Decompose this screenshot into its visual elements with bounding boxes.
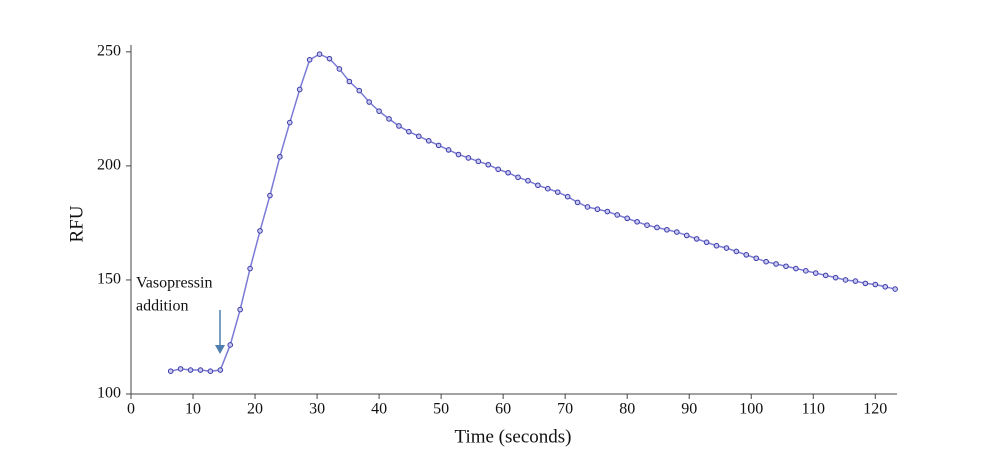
annotation: addition — [136, 298, 188, 315]
data-point — [664, 226, 670, 233]
x-tick-label: 10 — [185, 401, 201, 418]
data-point — [862, 280, 869, 287]
data-point — [217, 367, 224, 373]
data-point — [832, 274, 839, 281]
data-point — [535, 182, 541, 189]
data-point — [346, 78, 353, 85]
data-point — [713, 242, 720, 249]
data-point — [296, 86, 303, 93]
data-point — [614, 212, 621, 218]
data-point — [733, 248, 740, 255]
x-tick-label: 0 — [127, 401, 135, 418]
x-tick-label: 40 — [371, 401, 387, 418]
data-point — [455, 151, 462, 158]
data-point — [793, 265, 799, 272]
y-tick-label: 250 — [97, 43, 121, 60]
x-tick-label: 100 — [739, 401, 763, 418]
data-line — [170, 53, 896, 372]
data-point — [545, 185, 551, 192]
data-point — [237, 306, 243, 313]
data-point — [723, 245, 730, 251]
data-point — [564, 193, 571, 200]
data-point — [634, 218, 640, 225]
data-point — [574, 199, 581, 206]
data-point — [882, 283, 889, 290]
data-point — [227, 342, 234, 348]
data-point — [475, 158, 482, 165]
data-point — [554, 189, 561, 195]
data-point — [683, 232, 690, 239]
data-point — [445, 147, 452, 153]
x-tick-label: 70 — [557, 401, 573, 418]
x-tick-label: 50 — [433, 401, 449, 418]
data-point — [366, 99, 372, 105]
data-point — [693, 236, 700, 242]
data-point — [505, 169, 511, 176]
data-point — [177, 366, 184, 372]
x-tick-label: 90 — [681, 401, 697, 418]
data-point — [376, 108, 382, 114]
x-tick-label: 80 — [619, 401, 635, 418]
data-point — [406, 128, 412, 135]
data-point — [654, 224, 660, 231]
data-point — [435, 142, 442, 149]
data-point — [257, 228, 263, 234]
data-point — [356, 87, 363, 94]
data-point — [316, 51, 323, 57]
data-point — [743, 252, 750, 258]
data-point — [415, 133, 422, 140]
data-point — [306, 57, 313, 63]
annotation-arrowhead — [215, 345, 225, 354]
data-point — [604, 208, 611, 215]
data-point — [495, 166, 501, 173]
data-point — [286, 119, 293, 126]
x-tick-label: 110 — [802, 401, 825, 418]
data-point — [773, 261, 779, 267]
data-point — [247, 265, 253, 272]
data-point — [763, 258, 769, 265]
y-tick-label: 100 — [97, 385, 121, 402]
data-point — [872, 281, 879, 288]
data-point — [515, 174, 521, 181]
data-point — [584, 204, 591, 210]
data-point — [644, 222, 650, 229]
data-point — [703, 239, 710, 246]
x-tick-label: 60 — [495, 401, 511, 418]
annotation: Vasopressin — [136, 275, 212, 292]
data-point — [465, 155, 472, 161]
data-point — [803, 268, 809, 274]
x-tick-label: 30 — [309, 401, 325, 418]
data-point — [624, 215, 630, 222]
data-point — [326, 55, 333, 62]
data-point — [892, 286, 898, 292]
x-tick-label: 20 — [247, 401, 263, 418]
data-point — [674, 229, 680, 235]
data-point — [336, 66, 343, 72]
data-point — [485, 161, 492, 168]
data-point — [753, 255, 760, 262]
data-point — [525, 177, 531, 184]
data-point — [425, 138, 432, 144]
x-axis-label: Time (seconds) — [455, 426, 572, 447]
data-point — [842, 277, 849, 283]
y-axis-label: RFU — [66, 205, 87, 242]
data-point — [783, 263, 789, 270]
data-point — [852, 278, 859, 284]
data-point — [277, 153, 283, 160]
data-point — [594, 206, 601, 213]
data-point — [822, 272, 829, 279]
data-point — [267, 192, 273, 199]
data-point — [386, 116, 392, 122]
x-tick-label: 120 — [863, 401, 887, 418]
data-point — [396, 123, 402, 129]
data-point — [812, 270, 819, 276]
y-tick-label: 150 — [97, 271, 121, 288]
data-point — [167, 368, 174, 374]
data-point — [207, 368, 214, 374]
y-tick-label: 200 — [97, 157, 121, 174]
data-point — [197, 367, 204, 373]
data-point — [187, 367, 194, 373]
